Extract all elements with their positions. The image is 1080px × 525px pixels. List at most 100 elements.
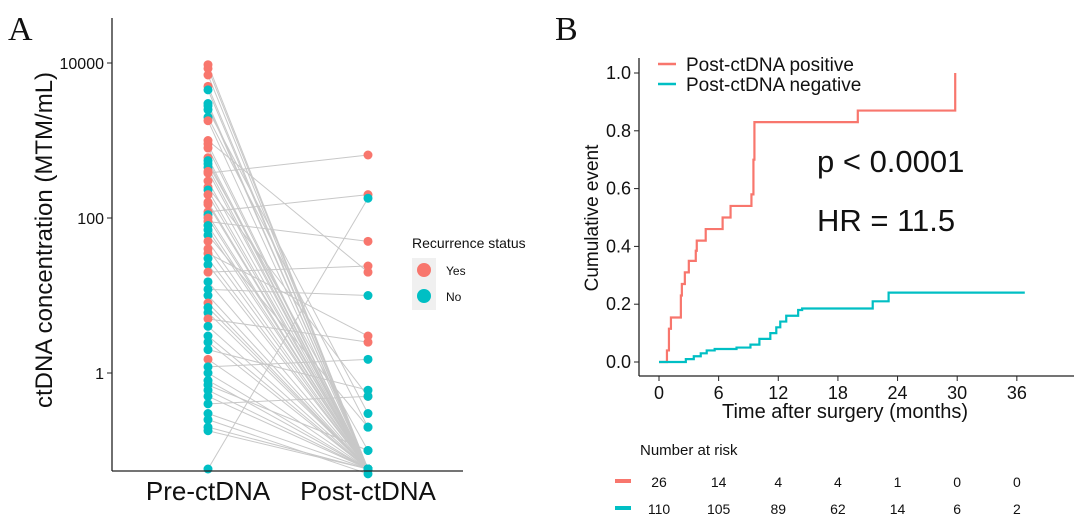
curve-positive [659,73,957,364]
point-pre [203,63,213,73]
x-tick-label-pre: Pre-ctDNA [146,476,271,506]
pair-line [207,171,369,470]
risk-cell: 105 [707,501,731,517]
point-pre [203,426,213,436]
pair-line [207,430,369,470]
panel-a: A 1 100 10000 Pre-ctDNA Post-ctDNA ctDNA c… [8,11,526,506]
point-post [363,337,373,347]
point-pre [203,70,213,80]
y-tick-label: 0.8 [606,121,631,141]
x-tick-label: 6 [714,383,724,403]
pair-line [207,358,369,470]
risk-cell: 6 [953,501,961,517]
point-pre [203,168,213,178]
pair-line [207,248,369,470]
pair-line [207,341,369,470]
point-post [363,236,373,246]
x-tick-label: 24 [888,383,908,403]
pair-line [207,264,369,470]
point-pre [203,354,213,364]
pair-line [207,426,369,470]
y-ticks: 0.0 0.2 0.4 0.6 0.8 1.0 [606,63,639,372]
y-tick-label: 100 [77,211,104,228]
x-tick-label: 30 [947,383,967,403]
data-points [203,60,373,479]
risk-cell: 0 [953,474,961,490]
point-pre [203,321,213,331]
point-pre [203,391,213,401]
point-pre [203,85,213,95]
legend-label-no: No [446,290,462,304]
pair-line [207,265,369,273]
pair-line [207,349,369,391]
risk-cell: 4 [774,474,782,490]
risk-cell: 2 [1013,501,1021,517]
pair-line [207,389,369,470]
pair-line [207,318,369,343]
pair-line [207,204,369,470]
risk-cell: 89 [770,501,786,517]
pair-line [207,419,369,475]
point-pre [203,399,213,409]
point-pre [203,314,213,324]
y-tick-label: 0.4 [606,236,631,256]
pair-line [207,325,369,470]
risk-cell: 4 [834,474,842,490]
x-tick-label: 36 [1007,383,1027,403]
pair-line [207,197,369,470]
point-post [363,150,373,160]
point-pre [203,236,213,246]
point-post [363,446,373,455]
p-value-annotation: p < 0.0001 [817,144,964,179]
legend: Post-ctDNA positive Post-ctDNA negative [658,55,861,96]
x-ticks: 0 6 12 18 24 30 36 [654,376,1027,403]
panel-a-label: A [8,11,33,48]
point-pre [203,337,213,347]
y-tick-label: 1.0 [606,63,631,83]
y-tick-label: 1 [95,366,104,383]
risk-table-title: Number at risk [640,442,738,459]
pair-line [207,217,369,470]
pair-line [207,302,369,470]
point-pre [203,345,213,355]
hr-annotation: HR = 11.5 [817,203,955,238]
pair-line [207,295,369,470]
panel-b-label: B [555,11,578,48]
point-pre [203,368,213,378]
pair-line [207,358,369,368]
y-tick-label: 0.0 [606,352,631,372]
pair-line [207,186,369,397]
point-post [363,464,373,474]
point-pre [203,199,213,209]
y-ticks: 1 100 10000 [60,56,112,383]
pair-line [207,281,369,470]
pair-line [207,372,369,470]
pair-line [207,413,369,470]
x-tick-label: 12 [768,383,788,403]
pair-line [207,109,369,414]
y-axis-label: Cumulative event [582,144,603,292]
curve-negative [659,291,1025,364]
pair-line [207,147,369,470]
legend-key-yes [417,263,431,277]
pair-line [207,116,369,428]
y-axis-label: ctDNA concentration (MTM/mL) [31,72,58,408]
x-axis-label: Time after surgery (months) [722,401,968,423]
point-pre [203,143,213,153]
pair-line [207,395,369,470]
risk-cell: 0 [1013,474,1021,490]
legend-label-yes: Yes [446,264,466,278]
point-post [363,409,373,419]
point-pre [203,277,213,287]
point-pre [203,464,213,474]
point-post [363,291,373,300]
pair-line [207,140,369,273]
pair-line [207,380,369,470]
point-pre [203,116,213,126]
x-tick-label: 18 [828,383,848,403]
point-pre [203,260,213,270]
risk-cell: 62 [830,501,846,517]
pair-line [207,163,369,451]
